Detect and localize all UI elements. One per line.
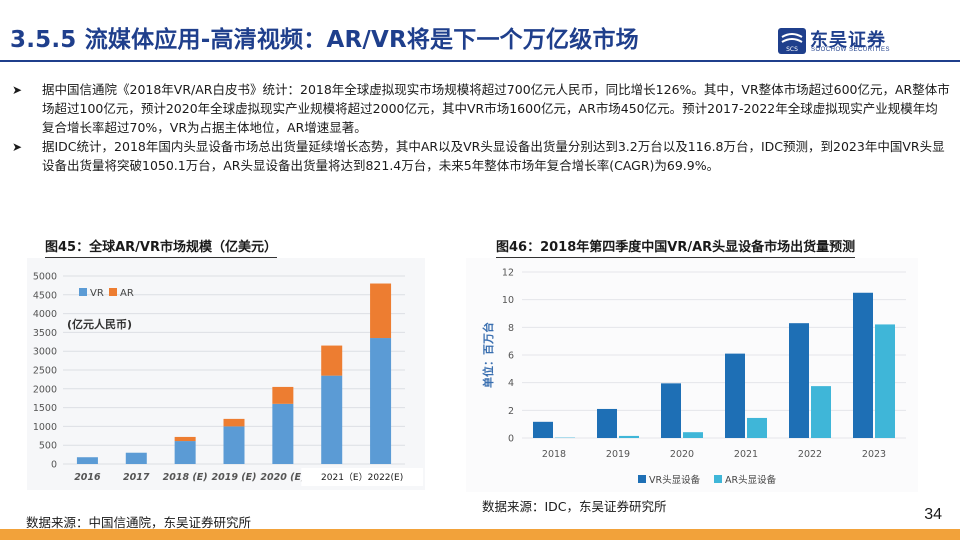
chart-ar-vr-market-size: 0 500 1000 1500 2000 2500 3000 3500 4000 4500 5000… [27, 258, 425, 490]
bar-ar-headset [683, 432, 703, 438]
figure-46-title: 图46：2018年第四季度中国VR/AR头显设备市场出货量预测 [496, 236, 856, 258]
x-tick-label: 2020 [670, 449, 694, 460]
y-tick-label: 8 [508, 323, 514, 334]
bar-vr [321, 375, 343, 464]
company-logo: SCS 东吴证券 SOOCHOW SECURITIES [778, 26, 914, 56]
y-tick-label: 500 [39, 441, 57, 452]
y-tick-label: 2000 [33, 384, 57, 395]
y-tick-label: 2 [508, 406, 514, 417]
bar-ar-headset [747, 417, 767, 438]
x-tick-label: 2018 (E) [163, 472, 208, 483]
y-tick-label: 3000 [33, 347, 57, 358]
arrow-bullet-icon: ➤ [12, 140, 23, 154]
logo-name-cn: 东吴证券 [810, 30, 886, 51]
x-tick-label: 2016 [74, 472, 101, 483]
arrow-bullet-icon: ➤ [12, 83, 23, 97]
y-tick-label: 4500 [33, 290, 57, 301]
figure-46-source: 数据来源：IDC，东吴证券研究所 [482, 499, 667, 514]
bar-vr-headset [533, 421, 553, 438]
figure-45-title: 图45：全球AR/VR市场规模（亿美元） [45, 236, 277, 258]
logo-name-en: SOOCHOW SECURITIES [811, 47, 891, 53]
bar-ar-headset [811, 386, 831, 438]
bullet-item: ➤ 据中国信通院《2018年VR/AR白皮书》统计：2018年全球虚拟现实市场规… [12, 80, 950, 137]
bar-ar [272, 386, 294, 404]
y-tick-label: 0 [508, 434, 514, 445]
legend-swatch-vr [79, 288, 87, 296]
y-tick-label: 6 [508, 351, 514, 362]
x-tick-label: 2021 [734, 449, 758, 460]
bar-vr [223, 426, 245, 464]
x-tick-label: 2019 (E) [212, 472, 257, 483]
bar-ar [174, 436, 196, 442]
bullet-item: ➤ 据IDC统计，2018年国内头显设备市场总出货量延续增长态势，其中AR以及V… [12, 137, 950, 175]
y-tick-label: 2500 [33, 366, 57, 377]
legend-label: AR头显设备 [725, 474, 777, 486]
x-tick-label: 2023 [862, 449, 886, 460]
legend-swatch [638, 475, 646, 483]
x-overlay-label: 2021（E）2022(E) [321, 472, 403, 483]
bar-vr [370, 338, 392, 464]
y-tick-label: 1000 [33, 422, 57, 433]
bar-ar-headset [619, 435, 639, 438]
bar-vr [125, 452, 147, 464]
bar-ar [370, 283, 392, 339]
page-number: 34 [924, 506, 942, 523]
legend-label: VR头显设备 [649, 474, 701, 486]
bar-vr-headset [597, 408, 617, 438]
legend-swatch [714, 475, 722, 483]
figure-45-source: 数据来源：中国信通院，东吴证券研究所 [26, 515, 252, 530]
x-tick-label: 2018 [542, 449, 566, 460]
bar-ar [223, 418, 245, 427]
y-tick-label: 4 [508, 378, 514, 389]
bar-vr-headset [725, 353, 745, 438]
bullet-text: 据IDC统计，2018年国内头显设备市场总出货量延续增长态势，其中AR以及VR头… [42, 139, 945, 173]
bar-vr-headset [661, 383, 681, 438]
y-tick-label: 5000 [33, 272, 57, 283]
bar-vr [272, 403, 294, 464]
legend-label: AR [120, 288, 134, 299]
x-tick-label: 2022 [798, 449, 822, 460]
bar-vr-headset [789, 323, 809, 438]
y-axis-label: 单位：百万台 [481, 322, 495, 388]
y-tick-label: 12 [502, 268, 514, 279]
bullet-text: 据中国信通院《2018年VR/AR白皮书》统计：2018年全球虚拟现实市场规模将… [42, 82, 950, 135]
y-tick-label: 4000 [33, 309, 57, 320]
chart-headset-shipments: 0 2 4 6 8 10 12 单位：百万台 2018 2019 2020 2021 2022 2023 V… [466, 258, 918, 492]
bar-vr [174, 441, 196, 464]
logo-mark-icon: SCS [778, 28, 806, 54]
footer-bar [0, 529, 960, 540]
y-tick-label: 3500 [33, 328, 57, 339]
bar-vr [76, 457, 98, 464]
bar-ar-headset [875, 324, 895, 438]
y-tick-label: 0 [51, 460, 57, 471]
x-tick-label: 2017 [123, 472, 150, 483]
title-divider [0, 60, 960, 62]
legend-label: VR [90, 288, 104, 299]
logo-mark-text: SCS [786, 46, 798, 53]
bullet-list: ➤ 据中国信通院《2018年VR/AR白皮书》统计：2018年全球虚拟现实市场规… [12, 80, 950, 175]
y-tick-label: 1500 [33, 403, 57, 414]
y-tick-label: 10 [502, 295, 514, 306]
bar-vr-headset [853, 292, 873, 438]
slide-title: 3.5.5 流媒体应用-高清视频：AR/VR将是下一个万亿级市场 [10, 27, 639, 53]
unit-label: (亿元人民币) [67, 317, 132, 331]
bar-ar [321, 345, 343, 376]
x-tick-label: 2019 [606, 449, 630, 460]
x-overlay-box [301, 468, 423, 486]
x-tick-label: 2020 (E) [260, 472, 305, 483]
legend-swatch-ar [109, 288, 117, 296]
